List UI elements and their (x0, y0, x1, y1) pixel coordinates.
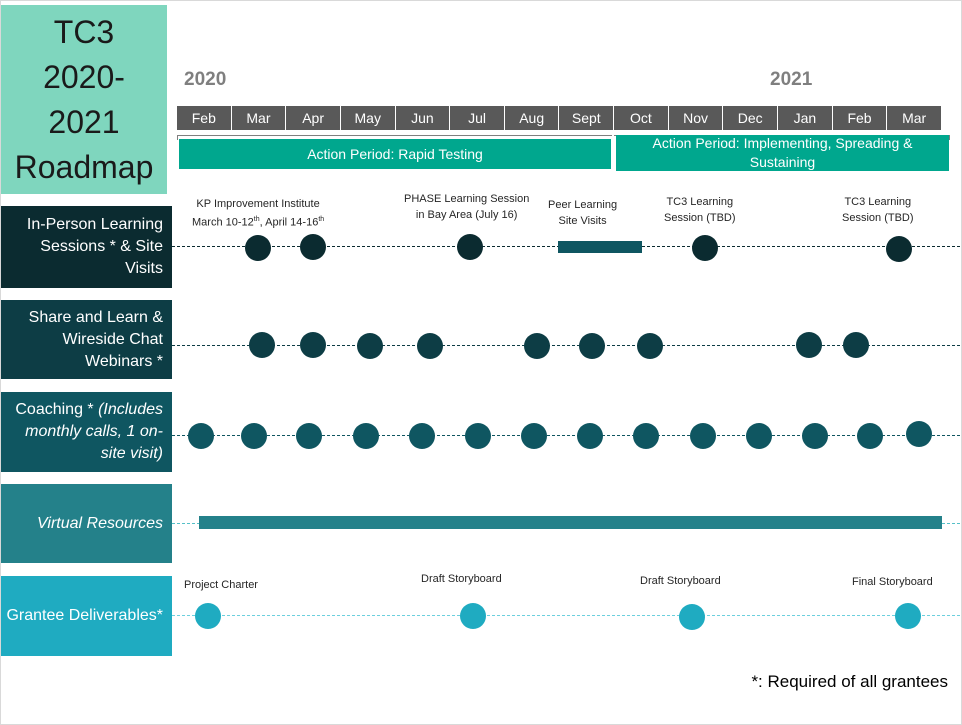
note-text: March 10-12 (192, 216, 254, 229)
coaching-dot (296, 423, 322, 449)
webinar-dot (417, 333, 443, 359)
note-superscript: th (253, 216, 260, 223)
milestone-dot (886, 236, 912, 262)
month-cell: May (340, 106, 396, 130)
note-line: TC3 Learning (844, 196, 912, 208)
deliverable-dot (679, 604, 705, 630)
action-period-implementing: Action Period: Implementing, Spreading &… (616, 135, 949, 171)
coaching-dot (802, 423, 828, 449)
month-cell: Nov (668, 106, 724, 130)
coaching-dot (188, 423, 214, 449)
coaching-dot (633, 423, 659, 449)
timeline-deliverables (172, 615, 960, 616)
month-cell: Mar (887, 106, 941, 130)
milestone-dot (245, 235, 271, 261)
note-line: KP Improvement Institute (196, 198, 320, 210)
note-line: PHASE Learning Session (404, 193, 530, 205)
row-label-deliverables: Grantee Deliverables* (1, 576, 172, 656)
tc3-session-nov-note: TC3 Learning Session (TBD) (664, 194, 736, 226)
coaching-label-italic: (Includes monthly calls, 1 on-site visit… (25, 401, 163, 462)
note-line: Session (TBD) (842, 212, 914, 224)
coaching-dot (409, 423, 435, 449)
note-line: TC3 Learning (666, 196, 734, 208)
month-cell: Feb (177, 106, 232, 130)
coaching-dot (906, 421, 932, 447)
milestone-dot (457, 234, 483, 260)
title-line: Roadmap (14, 148, 154, 185)
note-line: in Bay Area (July 16) (415, 209, 518, 221)
title-line: 2020- (43, 58, 125, 95)
deliverable-dot (895, 603, 921, 629)
peer-site-visits-bar (558, 241, 642, 253)
coaching-dot (577, 423, 603, 449)
peer-visits-note: Peer Learning Site Visits (548, 197, 617, 229)
timeline-share-learn (172, 345, 960, 346)
row-label-virtual-resources: Virtual Resources (1, 484, 172, 563)
coaching-dot (521, 423, 547, 449)
timeline-coaching (172, 435, 960, 436)
note-line: Peer Learning (548, 199, 618, 211)
webinar-dot (357, 333, 383, 359)
period-bracket (177, 135, 612, 140)
title-line: TC3 (53, 13, 115, 50)
month-cell: Jun (395, 106, 451, 130)
row-label-in-person: In-Person Learning Sessions * & Site Vis… (1, 206, 172, 288)
month-cell: Jan (778, 106, 833, 130)
month-cell: Jul (450, 106, 505, 130)
phase-session-note: PHASE Learning Session in Bay Area (July… (404, 191, 529, 223)
coaching-dot (241, 423, 267, 449)
month-cell: Mar (231, 106, 287, 130)
title-line: 2021 (48, 103, 120, 140)
footnote: *: Required of all grantees (751, 672, 948, 691)
milestone-dot (300, 234, 326, 260)
note-line: March 10-12th, April 14-16th (192, 212, 324, 231)
coaching-dot (857, 423, 883, 449)
coaching-label-text: Coaching * (Includes monthly calls, 1 on… (1, 399, 163, 465)
webinar-dot (579, 333, 605, 359)
row-label-share-learn: Share and Learn & Wireside Chat Webinars… (1, 300, 172, 379)
coaching-dot (690, 423, 716, 449)
note-superscript: th (318, 216, 325, 223)
note-line: Site Visits (558, 215, 607, 227)
coaching-dot (353, 423, 379, 449)
tc3-session-mar-note: TC3 Learning Session (TBD) (842, 194, 914, 226)
deliverable-dot (460, 603, 486, 629)
month-cell: Apr (286, 106, 341, 130)
webinar-dot (796, 332, 822, 358)
roadmap-title: TC3 2020- 2021 Roadmap (1, 5, 167, 194)
draft-storyboard-note: Draft Storyboard (421, 573, 502, 585)
webinar-dot (300, 332, 326, 358)
webinar-dot (249, 332, 275, 358)
webinar-dot (524, 333, 550, 359)
note-text: , April 14-16 (259, 216, 319, 229)
virtual-resources-bar (199, 516, 942, 529)
month-cell: Dec (723, 106, 779, 130)
kp-institute-note: KP Improvement Institute March 10-12th, … (192, 196, 324, 231)
note-line: Session (TBD) (664, 212, 736, 224)
row-label-coaching: Coaching * (Includes monthly calls, 1 on… (1, 392, 172, 472)
month-header: Feb Mar Apr May Jun Jul Aug Sept Oct Nov… (177, 106, 941, 130)
webinar-dot (843, 332, 869, 358)
month-cell: Aug (504, 106, 560, 130)
deliverable-dot (195, 603, 221, 629)
year-2020-label: 2020 (184, 69, 227, 90)
month-cell: Feb (832, 106, 888, 130)
coaching-label-plain: Coaching * (15, 401, 99, 418)
project-charter-note: Project Charter (184, 579, 258, 591)
final-storyboard-note: Final Storyboard (852, 576, 933, 588)
webinar-dot (637, 333, 663, 359)
coaching-dot (746, 423, 772, 449)
month-cell: Oct (614, 106, 669, 130)
year-2021-label: 2021 (770, 69, 813, 90)
draft-storyboard-note: Draft Storyboard (640, 575, 721, 587)
action-period-rapid-testing: Action Period: Rapid Testing (179, 139, 611, 169)
milestone-dot (692, 235, 718, 261)
month-cell: Sept (559, 106, 615, 130)
coaching-dot (465, 423, 491, 449)
